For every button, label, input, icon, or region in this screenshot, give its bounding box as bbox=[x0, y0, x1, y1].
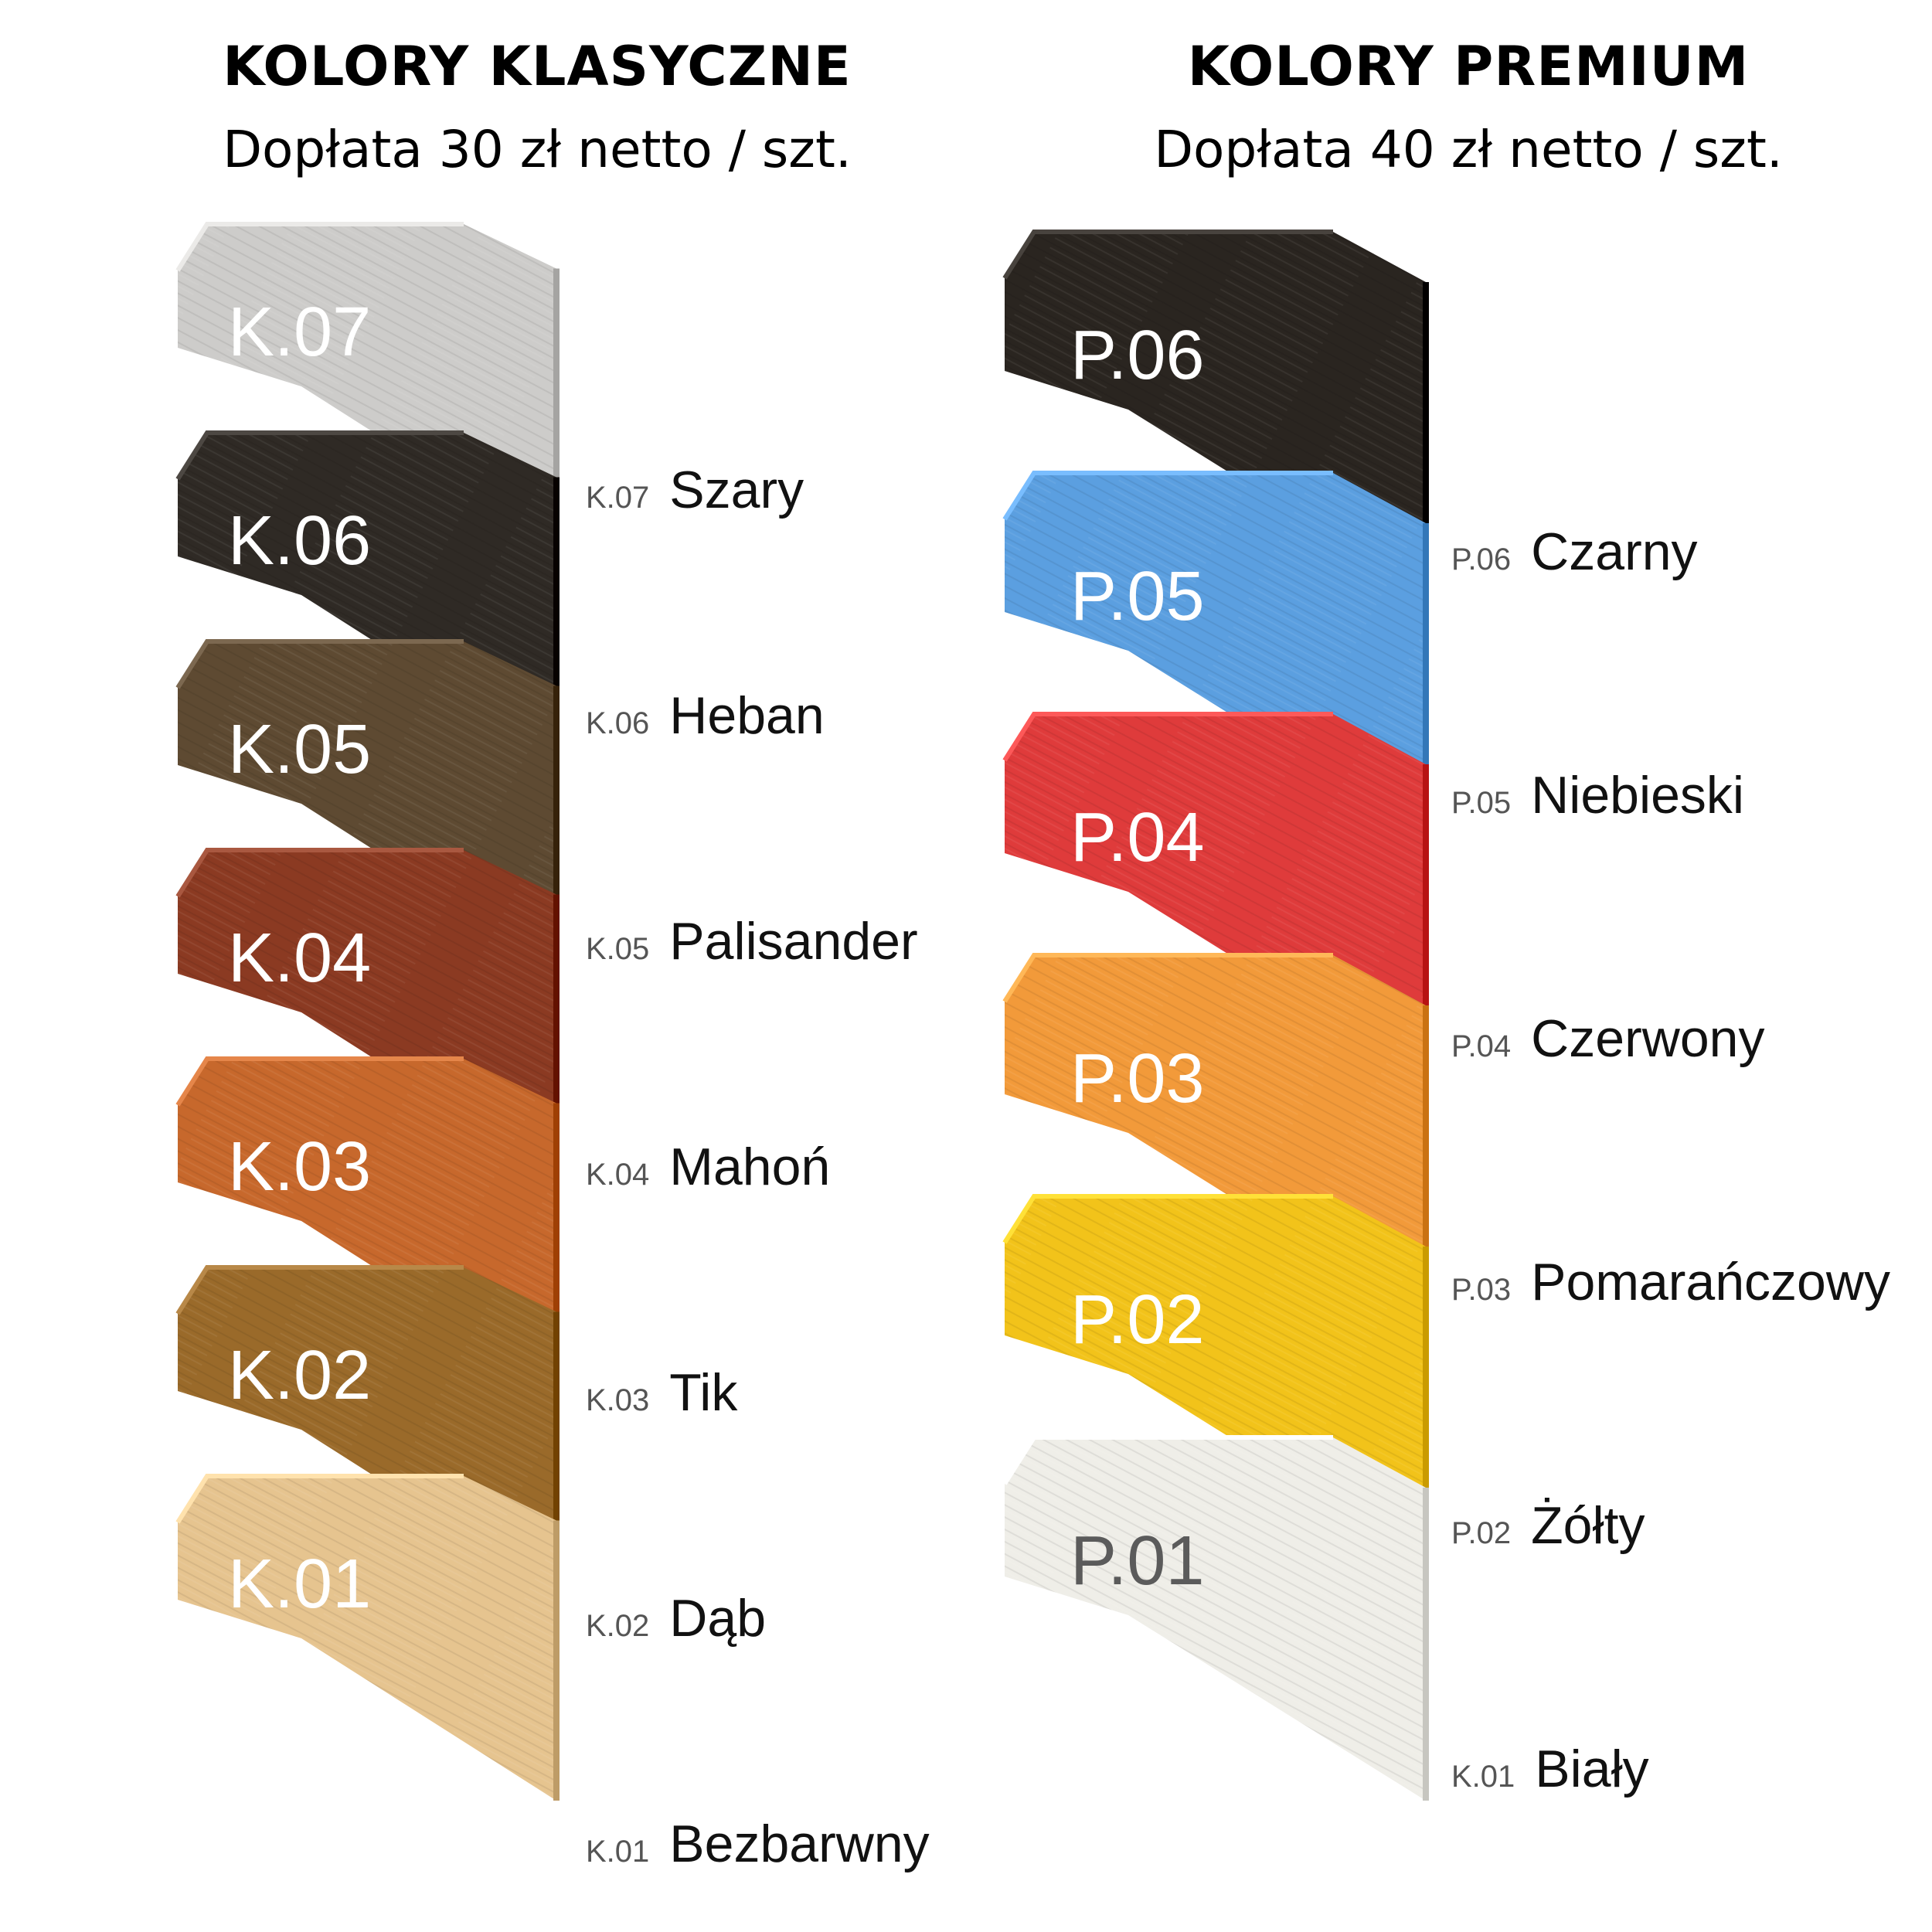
plank-code: K.01 bbox=[228, 1546, 371, 1623]
swatch-name: Szary bbox=[669, 461, 804, 519]
swatch-code: K.06 bbox=[586, 706, 650, 740]
premium-title: KOLORY PREMIUM bbox=[1187, 35, 1750, 98]
swatch-label: P.04 Czerwony bbox=[1451, 1009, 1764, 1069]
swatch-code: K.01 bbox=[586, 1835, 650, 1869]
plank-edge bbox=[175, 639, 464, 689]
plank-code: K.06 bbox=[228, 502, 371, 580]
swatch-label: K.04 Mahoń bbox=[586, 1137, 830, 1197]
swatch-name: Biały bbox=[1535, 1740, 1649, 1798]
swatch-name: Dąb bbox=[669, 1589, 767, 1648]
classic-header: KOLORY KLASYCZNE Dopłata 30 zł netto / s… bbox=[100, 35, 974, 179]
premium-surcharge: Dopłata 40 zł netto / szt. bbox=[1154, 120, 1783, 179]
premium-header: KOLORY PREMIUM Dopłata 40 zł netto / szt… bbox=[1005, 35, 1932, 179]
plank-edge bbox=[175, 430, 464, 481]
swatch-label: P.03 Pomarańczowy bbox=[1451, 1252, 1890, 1312]
plank-grain bbox=[178, 1476, 556, 1801]
plank-edge bbox=[1002, 1435, 1333, 1485]
plank-edge bbox=[175, 222, 464, 272]
swatch-name: Czarny bbox=[1531, 522, 1698, 581]
plank-edge bbox=[175, 1474, 464, 1524]
swatch-name: Heban bbox=[669, 686, 825, 745]
swatch-label: P.05 Niebieski bbox=[1451, 765, 1744, 825]
plank-edge bbox=[1002, 712, 1333, 762]
plank-code: K.03 bbox=[228, 1128, 371, 1206]
swatch-name: Żółty bbox=[1531, 1496, 1645, 1555]
plank-code: P.04 bbox=[1070, 799, 1205, 876]
swatch-label: K.01 Bezbarwny bbox=[586, 1814, 930, 1874]
swatch-label: K.03 Tik bbox=[586, 1362, 737, 1423]
plank-code: P.05 bbox=[1070, 558, 1205, 635]
swatch-label: P.06 Czarny bbox=[1451, 522, 1698, 582]
swatch-name: Czerwony bbox=[1531, 1009, 1765, 1068]
plank-edge bbox=[1002, 471, 1333, 521]
swatch-label: K.02 Dąb bbox=[586, 1588, 766, 1648]
swatch-code: K.07 bbox=[586, 481, 650, 515]
swatch-label: P.02 Żółty bbox=[1451, 1495, 1645, 1556]
swatch-code: P.06 bbox=[1451, 543, 1512, 577]
plank-edge bbox=[1002, 1194, 1333, 1244]
swatch-name: Pomarańczowy bbox=[1531, 1253, 1890, 1311]
plank-edge bbox=[1002, 230, 1333, 280]
plank-edge bbox=[175, 1056, 464, 1107]
swatch-code: K.02 bbox=[586, 1609, 650, 1643]
swatch-name: Tik bbox=[669, 1363, 738, 1422]
plank-code: K.02 bbox=[228, 1337, 371, 1414]
plank-code: K.07 bbox=[228, 294, 371, 371]
swatch-label: K.07 Szary bbox=[586, 460, 804, 520]
swatch-label: K.06 Heban bbox=[586, 685, 825, 746]
plank-code: P.02 bbox=[1070, 1281, 1205, 1359]
swatch-code: P.04 bbox=[1451, 1029, 1512, 1063]
swatch-label: K.05 Palisander bbox=[586, 911, 918, 971]
plank-grain bbox=[1005, 1437, 1426, 1801]
plank-code: K.05 bbox=[228, 711, 371, 788]
plank-code: K.04 bbox=[228, 920, 371, 997]
plank-edge bbox=[1002, 953, 1333, 1003]
swatch-name: Mahoń bbox=[669, 1138, 831, 1196]
swatch-label: K.01 Biały bbox=[1451, 1739, 1649, 1799]
swatch-code: K.05 bbox=[586, 932, 650, 966]
swatch-code: K.04 bbox=[586, 1158, 650, 1192]
plank-edge bbox=[175, 1265, 464, 1315]
classic-surcharge: Dopłata 30 zł netto / szt. bbox=[223, 120, 852, 179]
swatch-code: P.02 bbox=[1451, 1516, 1512, 1550]
swatch-code: K.01 bbox=[1451, 1760, 1515, 1794]
swatch-code: P.03 bbox=[1451, 1273, 1512, 1307]
plank-edge bbox=[175, 848, 464, 898]
swatch-name: Niebieski bbox=[1531, 766, 1745, 825]
plank-code: P.06 bbox=[1070, 317, 1205, 394]
swatch-code: K.03 bbox=[586, 1383, 650, 1417]
plank-code: P.03 bbox=[1070, 1040, 1205, 1117]
swatch-name: Palisander bbox=[669, 912, 918, 971]
swatch-name: Bezbarwny bbox=[669, 1815, 930, 1873]
swatch-code: P.05 bbox=[1451, 786, 1512, 820]
plank-code: P.01 bbox=[1070, 1522, 1205, 1600]
classic-title: KOLORY KLASYCZNE bbox=[223, 35, 852, 98]
